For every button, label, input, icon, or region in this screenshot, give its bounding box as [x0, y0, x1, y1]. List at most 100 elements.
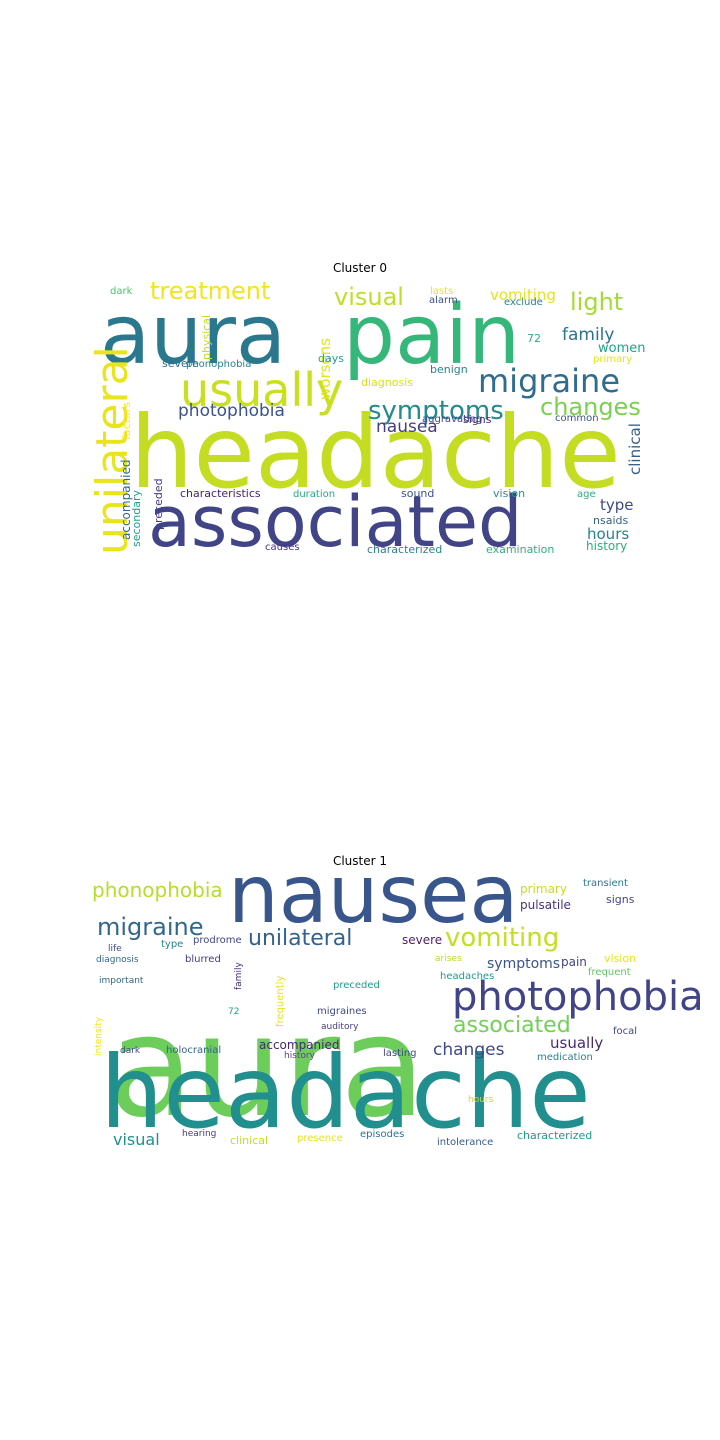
word-type: type — [600, 496, 634, 514]
word-severe: severe — [162, 357, 199, 370]
word-changes: changes — [433, 1040, 505, 1060]
word-characterized: characterized — [367, 543, 442, 556]
word-presence: presence — [297, 1133, 343, 1144]
word-clinical: clinical — [230, 1134, 268, 1147]
word-accompanied: accompanied — [259, 1038, 340, 1052]
word-pulsatile: pulsatile — [520, 898, 571, 912]
word-symptoms: symptoms — [487, 956, 560, 972]
word-headache: headache — [130, 394, 621, 511]
cluster-1-title: Cluster 1 — [332, 854, 388, 868]
word-dark: dark — [120, 1046, 141, 1056]
word-family: family — [234, 962, 244, 990]
word-family: family — [562, 325, 614, 345]
word-prodrome: prodrome — [193, 935, 242, 946]
word-alarm: alarm — [429, 295, 458, 306]
word-characterized: characterized — [517, 1129, 592, 1142]
word-sound: sound — [401, 487, 434, 500]
word-physical: physical — [200, 315, 213, 360]
word-arises: arises — [435, 954, 462, 964]
word-vision: vision — [604, 952, 636, 965]
word-type: type — [161, 939, 183, 950]
word-episodes: episodes — [360, 1129, 404, 1140]
word-lasting: lasting — [383, 1048, 417, 1059]
word-visual: visual — [113, 1130, 160, 1149]
word-usually: usually — [550, 1034, 603, 1052]
word-transient: transient — [583, 878, 628, 889]
word-intensity: intensity — [94, 1016, 104, 1056]
word-vomiting: vomiting — [490, 286, 556, 304]
wordcloud-panel-cluster-0: Cluster 0 headache associated aura pain usua… — [0, 255, 720, 565]
word-signs: signs — [606, 893, 635, 906]
word-nsaids: nsaids — [593, 514, 628, 527]
word-frequent: frequent — [588, 967, 631, 978]
word-primary: primary — [593, 354, 632, 365]
word-history: history — [284, 1051, 316, 1061]
word-medication: medication — [537, 1052, 593, 1063]
word-migraines: migraines — [317, 1006, 367, 1017]
word-history: history — [586, 539, 627, 553]
word-age: age — [577, 489, 596, 500]
word-aggravating: aggravating — [422, 414, 483, 425]
word-photophobia: photophobia — [452, 974, 704, 1020]
word-women: women — [598, 341, 646, 356]
word-unilateral: unilateral — [248, 926, 352, 951]
wordcloud-panel-cluster-1: Cluster 1 aura headache nausea vomiting phot… — [0, 848, 720, 1158]
word-diagnosis: diagnosis — [96, 955, 139, 965]
word-symptoms: symptoms — [368, 396, 504, 426]
word-nausea: nausea — [376, 417, 438, 437]
word-migraine: migraine — [478, 362, 620, 400]
word-characteristics: characteristics — [180, 487, 261, 500]
word-primary: primary — [520, 882, 567, 896]
word-pain: pain — [561, 955, 587, 969]
word-preceded: preceded — [333, 980, 380, 991]
word-treatment: treatment — [150, 277, 270, 305]
word-dark: dark — [110, 286, 133, 297]
word-aura: aura — [100, 288, 286, 383]
word-phonophobia: phonophobia — [92, 878, 223, 902]
word-nausea: nausea — [228, 848, 518, 941]
word-clinical: clinical — [626, 423, 644, 475]
word-72: 72 — [228, 1007, 239, 1017]
word-important: important — [99, 976, 144, 986]
word-intolerance: intolerance — [437, 1137, 493, 1148]
cluster-0-title: Cluster 0 — [332, 261, 388, 275]
word-factors: factors — [120, 402, 133, 440]
word-associated: associated — [148, 481, 522, 563]
word-headaches: headaches — [440, 971, 494, 982]
word-72: 72 — [527, 332, 541, 345]
word-visual: visual — [334, 283, 404, 311]
word-duration: duration — [293, 489, 335, 500]
word-photophobia: photophobia — [178, 401, 285, 421]
word-common: common — [555, 413, 599, 424]
word-unilateral: unilateral — [87, 346, 138, 555]
word-vision: vision — [493, 487, 525, 500]
word-frequently: frequently — [275, 976, 286, 1027]
word-pain: pain — [343, 288, 520, 383]
word-holocranial: holocranial — [166, 1045, 221, 1056]
word-hearing: hearing — [182, 1129, 216, 1139]
word-exclude: exclude — [504, 297, 543, 308]
word-changes: changes — [540, 393, 641, 421]
word-usually: usually — [180, 363, 343, 417]
word-causes: causes — [265, 542, 300, 553]
word-hours: hours — [468, 1095, 494, 1105]
word-examination: examination — [486, 543, 554, 556]
word-diagnosis: diagnosis — [361, 376, 413, 389]
word-light: light — [570, 288, 623, 316]
word-hours: hours — [587, 525, 629, 543]
word-focal: focal — [613, 1026, 637, 1037]
word-phonophobia: phonophobia — [186, 359, 251, 370]
word-lasts: lasts — [430, 286, 453, 297]
word-associated: associated — [453, 1013, 571, 1038]
word-severe: severe — [402, 933, 442, 947]
word-life: life — [108, 944, 122, 954]
word-preceded: preceded — [152, 478, 165, 530]
word-accompanied: accompanied — [119, 460, 133, 541]
word-migraine: migraine — [97, 913, 204, 941]
word-headache: headache — [100, 1034, 591, 1151]
word-benign: benign — [430, 363, 468, 376]
word-blurred: blurred — [185, 954, 221, 965]
word-vomiting: vomiting — [445, 923, 559, 953]
